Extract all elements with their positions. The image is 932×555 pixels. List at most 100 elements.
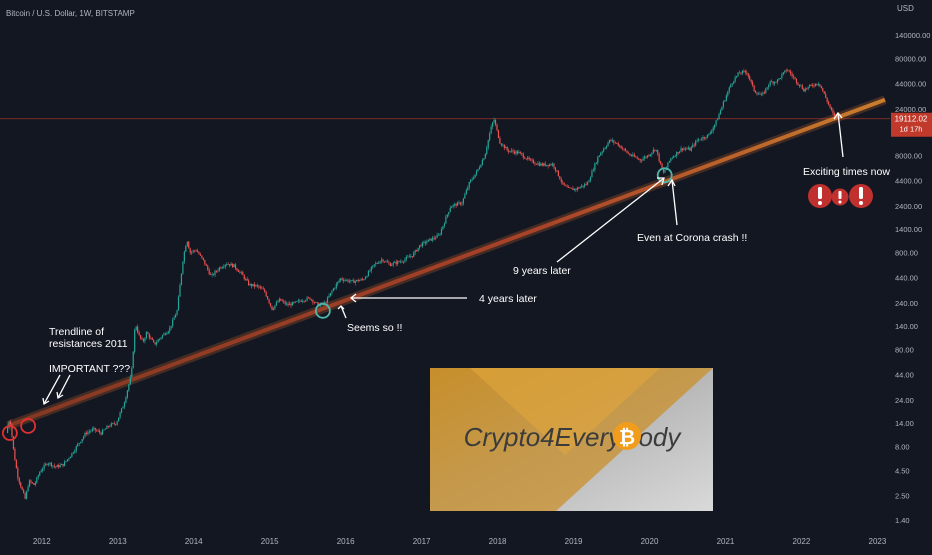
candle-body — [297, 300, 299, 302]
y-tick-label: 2400.00 — [895, 202, 922, 211]
candle-body — [632, 154, 634, 156]
candle-body — [565, 185, 567, 186]
candle-body — [34, 482, 36, 485]
candle-body — [756, 92, 758, 95]
candle-body — [559, 176, 561, 180]
candle-body — [405, 256, 408, 260]
candle-body — [186, 241, 188, 246]
arrow-exciting — [837, 112, 844, 158]
candle-body — [601, 151, 603, 154]
candle-body — [21, 486, 23, 490]
exclamation-icon — [849, 184, 873, 208]
candle-body — [164, 333, 166, 335]
candle-body — [215, 271, 218, 272]
candle-body — [342, 279, 345, 281]
candle-body — [120, 408, 123, 413]
candle-body — [410, 256, 412, 258]
time-axis[interactable]: 2012 2013 2014 2015 2016 2017 2018 2019 2020 2021… — [33, 537, 887, 546]
candle-body — [170, 325, 172, 328]
candle-body — [389, 263, 391, 266]
candle-body — [44, 463, 47, 465]
y-tick-label: 140.00 — [895, 322, 918, 331]
candle-body — [548, 164, 551, 167]
candle-body — [471, 179, 473, 180]
candle-body — [15, 460, 17, 469]
x-tick-label: 2020 — [641, 537, 659, 546]
y-tick-label: 44000.00 — [895, 80, 926, 89]
candle-body — [496, 124, 498, 131]
candle-body — [372, 265, 374, 268]
candle-body — [543, 163, 545, 166]
candle-body — [576, 187, 578, 190]
candle-body — [268, 299, 270, 304]
candle-body — [683, 148, 685, 150]
candle-body — [697, 139, 700, 141]
candle-body — [205, 264, 207, 266]
candle-body — [480, 164, 482, 168]
candle-body — [367, 271, 370, 277]
price-axis[interactable]: USD 140000.00 80000.00 44000.00 24000.00 800… — [895, 4, 930, 525]
candle-body — [753, 85, 755, 92]
candle-body — [610, 139, 612, 141]
candle-body — [708, 134, 710, 135]
candle-body — [696, 140, 698, 142]
candle-body — [142, 339, 145, 342]
candle-body — [94, 427, 96, 431]
x-tick-label: 2021 — [717, 537, 735, 546]
candle-body — [173, 317, 175, 320]
candle-body — [233, 264, 235, 268]
annotation-seems: Seems so !! — [347, 322, 402, 334]
candle-body — [711, 131, 713, 133]
candle-body — [506, 147, 508, 151]
candle-body — [730, 84, 732, 88]
candle-body — [353, 279, 355, 283]
candle-body — [497, 130, 500, 138]
candle-body — [265, 291, 267, 297]
candle-body — [716, 119, 719, 121]
price-tag-background — [891, 112, 932, 137]
candle-body — [239, 271, 241, 273]
candle-body — [569, 187, 571, 189]
y-tick-label: 4400.00 — [895, 177, 922, 186]
candle-body — [103, 429, 105, 431]
candle-body — [829, 104, 831, 108]
candle-body — [189, 248, 191, 253]
arrowhead-corona — [667, 178, 676, 187]
arrowhead-nine-years — [657, 177, 665, 186]
candle-body — [324, 302, 326, 304]
candle-body — [43, 464, 45, 469]
candle-body — [557, 170, 559, 177]
candle-body — [172, 319, 174, 326]
candle-body — [418, 245, 421, 248]
candle-body — [689, 147, 691, 151]
candle-body — [715, 120, 717, 125]
candle-body — [138, 332, 140, 336]
candle-body — [52, 465, 54, 467]
candle-body — [18, 478, 20, 483]
annotations-group: Trendline of resistances 2011 IMPORTANT … — [49, 166, 890, 375]
candle-body — [660, 161, 662, 164]
candle-body — [27, 486, 29, 492]
candle-body — [17, 468, 19, 479]
candle-body — [513, 151, 516, 154]
candle-body — [649, 154, 651, 157]
candle-body — [395, 261, 397, 265]
candle-body — [532, 160, 535, 164]
candle-body — [274, 305, 276, 309]
candle-body — [719, 110, 722, 115]
candle-body — [662, 169, 665, 173]
candle-body — [563, 182, 565, 186]
candle-body — [96, 430, 98, 432]
candle-body — [249, 284, 251, 286]
candle-body — [551, 163, 554, 166]
candle-body — [399, 261, 402, 263]
candle-body — [380, 259, 383, 262]
annotation-nine-years: 9 years later — [513, 265, 571, 277]
price-tag[interactable]: 19112.02 1d 17h — [891, 112, 932, 137]
candle-body — [836, 117, 838, 119]
x-tick-label: 2019 — [565, 537, 583, 546]
candle-body — [234, 264, 237, 269]
candle-body — [622, 148, 624, 150]
candle-body — [394, 261, 396, 263]
